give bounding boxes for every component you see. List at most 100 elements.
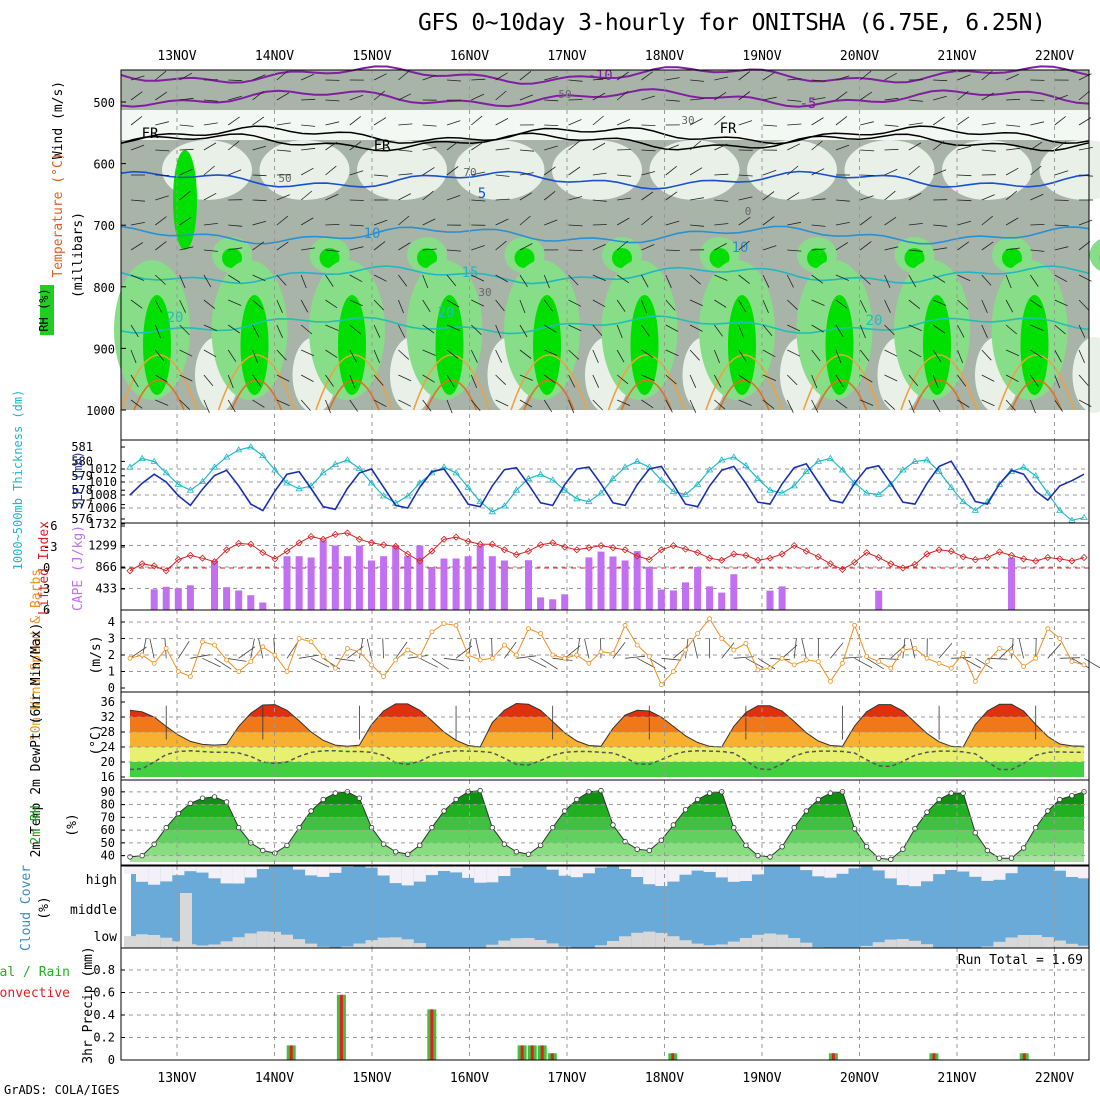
isotherm-line xyxy=(120,315,1090,335)
wind-barb-10m xyxy=(528,657,547,668)
wind-barb xyxy=(859,70,872,81)
rh-contour-label: 50 xyxy=(278,172,291,185)
rh-marker xyxy=(199,795,206,801)
wind-barb xyxy=(179,374,193,382)
wind-barb xyxy=(276,324,283,338)
rh-dry-patch xyxy=(259,140,350,200)
wind-speed-marker xyxy=(562,655,568,661)
wind-barb xyxy=(665,144,679,151)
rh-saturated-patch xyxy=(825,295,854,395)
wind-barb xyxy=(300,190,313,201)
wind-barb xyxy=(1005,399,1016,411)
wind-barb xyxy=(860,121,874,126)
wind-barb xyxy=(373,241,386,251)
wind-barb xyxy=(374,174,389,177)
label-slp: SLP (mb) xyxy=(71,451,85,509)
li-marker xyxy=(416,557,424,565)
wind-speed-marker xyxy=(695,631,700,636)
y-tick-label: 50 xyxy=(101,836,115,850)
thickness-marker xyxy=(669,487,678,494)
thickness-marker xyxy=(923,456,931,463)
thickness-marker xyxy=(766,486,774,493)
rh-dry-patch xyxy=(942,140,1032,200)
cloud-low-gap xyxy=(788,938,801,948)
wind-barb xyxy=(495,174,510,177)
cloud-low-gap xyxy=(981,946,994,948)
wind-barb xyxy=(398,374,412,382)
wind-barb xyxy=(1054,116,1066,126)
cloud-low-gap xyxy=(377,937,390,948)
chart-title: GFS 0~10day 3-hourly for ONITSHA (6.75E,… xyxy=(418,10,1046,36)
thickness-marker xyxy=(210,463,219,470)
wind-barb xyxy=(1005,217,1019,226)
grads-credit: GrADS: COLA/IGES xyxy=(4,1083,120,1097)
wind-barb-10m xyxy=(781,644,798,659)
wind-barb xyxy=(300,374,314,382)
wind-barb xyxy=(568,399,575,414)
wind-barb xyxy=(519,149,534,152)
wind-barb xyxy=(908,142,922,151)
wind-barb xyxy=(811,248,826,251)
wind-barb xyxy=(203,165,215,176)
rh-saturated-patch xyxy=(173,150,197,250)
cloud-low-gap xyxy=(341,946,354,948)
rh-marker xyxy=(779,844,785,850)
wind-barb xyxy=(762,169,777,176)
wind-barb xyxy=(641,244,655,251)
wind-speed-marker xyxy=(985,659,990,664)
cloud-high-gap xyxy=(124,866,137,874)
wind-barb xyxy=(981,349,992,361)
rh-marker xyxy=(550,824,556,831)
rh-dry-patch xyxy=(844,140,935,200)
wind-barb xyxy=(1005,374,1019,382)
thickness-marker xyxy=(887,480,895,487)
bottom-date-label: 19NOV xyxy=(742,1071,781,1086)
wind-barb xyxy=(495,374,506,385)
label-lifted-index: Lifted Index xyxy=(37,521,52,615)
wind-barb xyxy=(276,241,289,251)
isotherm-label: FR xyxy=(374,138,391,154)
wind-barb xyxy=(495,324,502,339)
cloud-low-gap xyxy=(486,944,499,948)
wind-barb xyxy=(1078,241,1091,251)
wind-speed-marker xyxy=(465,652,471,658)
precip-conv-bar xyxy=(671,1053,675,1061)
wind-barb xyxy=(398,149,413,152)
isotherm-30c xyxy=(815,379,868,411)
wind-barb xyxy=(884,148,899,151)
upper-air-panel: -10-5FRFRFR51010152020205030507030050060… xyxy=(40,65,1100,441)
wind-barb xyxy=(130,144,145,151)
cloud-high-gap xyxy=(993,866,1006,880)
wind-barb xyxy=(714,173,729,176)
wind-barb xyxy=(276,274,287,286)
wind-barb xyxy=(592,324,603,336)
wind-barb xyxy=(908,374,919,387)
wind-barb xyxy=(1054,299,1068,307)
isotherm-label: 20 xyxy=(167,310,184,326)
wind-speed-marker xyxy=(236,669,242,674)
isotherm-30c xyxy=(718,379,770,411)
wind-barb xyxy=(446,399,453,414)
wind-barb xyxy=(641,299,647,314)
isotherm-label: 20 xyxy=(866,313,883,329)
wind-barb xyxy=(179,299,186,313)
cape-bar xyxy=(657,589,665,610)
rh-dry-patch xyxy=(649,140,740,200)
y-tick-label: 40 xyxy=(101,849,115,863)
wind-barb xyxy=(373,90,386,101)
wind-barb xyxy=(690,98,705,101)
wind-speed-marker xyxy=(779,655,785,661)
cloud-low-gap xyxy=(751,934,764,948)
cape-bar xyxy=(621,560,629,610)
cloud-high-gap xyxy=(148,866,161,885)
isotherm-25c xyxy=(607,354,686,411)
wind-barb xyxy=(373,219,388,226)
wind-barb-10m xyxy=(661,657,682,661)
wind-barb xyxy=(957,349,964,364)
li-marker xyxy=(1044,553,1052,562)
wind-barb xyxy=(738,240,750,251)
cloud-low-gap xyxy=(256,931,269,948)
rh-dry-patch xyxy=(552,140,642,200)
cape-bar xyxy=(307,557,315,610)
wind-barb xyxy=(422,167,435,176)
